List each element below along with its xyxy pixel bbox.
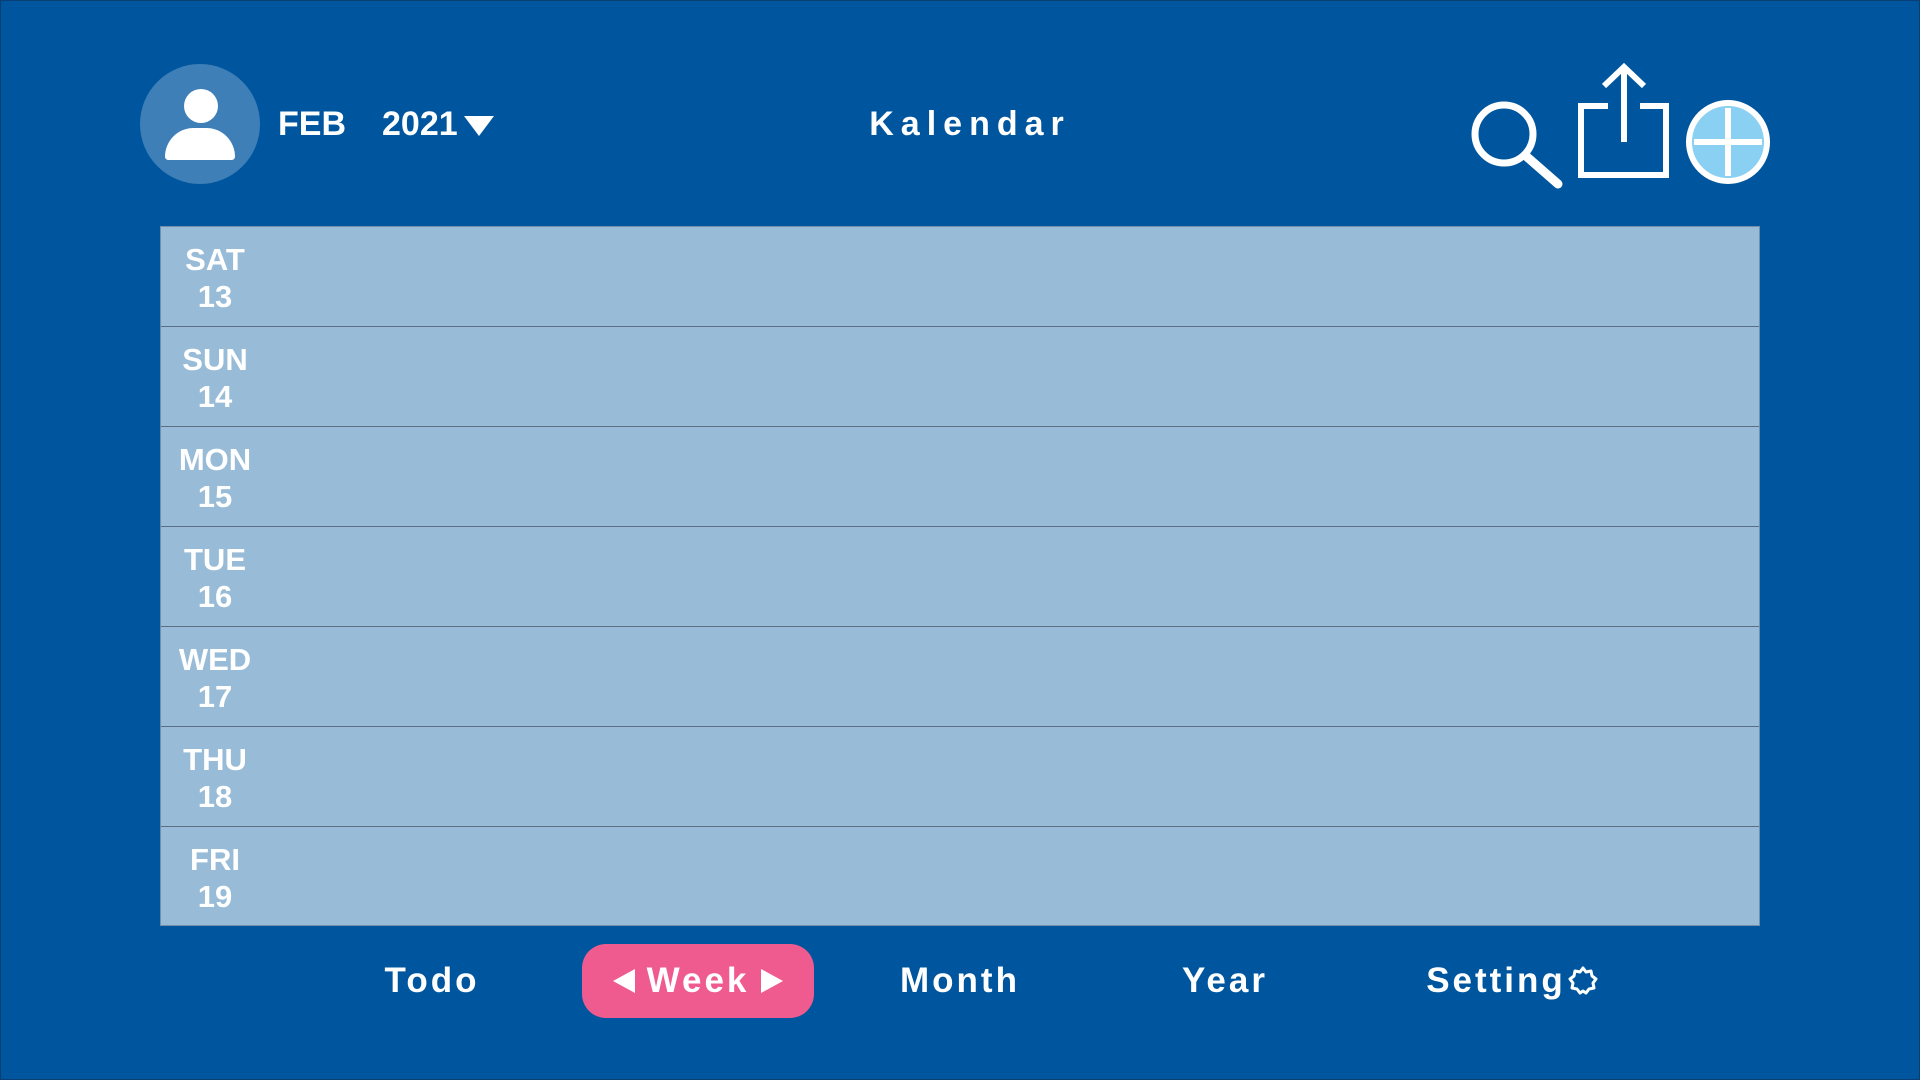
day-row-sun[interactable]: SUN 14 <box>161 327 1759 427</box>
day-date: 18 <box>197 779 233 814</box>
day-header: TUE 16 <box>161 541 269 615</box>
day-row-mon[interactable]: MON 15 <box>161 427 1759 527</box>
gear-icon <box>1568 966 1598 995</box>
day-header: SAT 13 <box>161 241 269 315</box>
day-date: 15 <box>197 479 233 514</box>
day-date: 16 <box>197 579 233 614</box>
day-row-tue[interactable]: TUE 16 <box>161 527 1759 627</box>
day-row-wed[interactable]: WED 17 <box>161 627 1759 727</box>
avatar-head <box>184 89 218 123</box>
day-row-sat[interactable]: SAT 13 <box>161 227 1759 327</box>
day-date: 13 <box>197 279 233 314</box>
tab-week[interactable]: Week <box>582 944 814 1018</box>
current-year: 2021 <box>382 105 458 143</box>
day-header: SUN 14 <box>161 341 269 415</box>
tab-week-label: Week <box>646 961 750 1000</box>
day-date: 14 <box>197 379 233 414</box>
day-name: SAT <box>185 242 245 277</box>
day-name: THU <box>183 742 247 777</box>
week-view: SAT 13 SUN 14 MON 15 TUE 16 WED 17 THU 1… <box>160 226 1760 926</box>
day-row-thu[interactable]: THU 18 <box>161 727 1759 827</box>
day-row-fri[interactable]: FRI 19 <box>161 827 1759 927</box>
search-icon <box>1471 101 1563 189</box>
current-month: FEB <box>278 105 346 143</box>
day-date: 19 <box>197 879 233 914</box>
tab-setting-label: Setting <box>1426 961 1566 1000</box>
day-name: MON <box>178 442 252 477</box>
day-name: SUN <box>182 342 248 377</box>
day-name: FRI <box>190 842 240 877</box>
tab-todo[interactable]: Todo <box>384 961 480 1000</box>
tab-year[interactable]: Year <box>1182 961 1268 1000</box>
day-date: 17 <box>197 679 233 714</box>
tab-setting[interactable]: Setting <box>1412 944 1612 1018</box>
day-name: WED <box>178 642 252 677</box>
arrow-right-icon[interactable] <box>761 969 784 993</box>
avatar-body <box>165 128 235 160</box>
app-title: Kalendar <box>869 105 1071 143</box>
day-name: TUE <box>184 542 246 577</box>
arrow-left-icon[interactable] <box>612 969 635 993</box>
caret-down-icon <box>463 116 494 136</box>
tab-month[interactable]: Month <box>900 961 1020 1000</box>
day-header: WED 17 <box>161 641 269 715</box>
add-event-button[interactable] <box>1684 98 1772 186</box>
share-button[interactable] <box>1578 62 1670 180</box>
day-header: FRI 19 <box>161 841 269 915</box>
add-icon <box>1686 100 1770 184</box>
day-header: THU 18 <box>161 741 269 815</box>
day-header: MON 15 <box>161 441 269 515</box>
year-dropdown[interactable]: 2021 <box>382 104 494 144</box>
share-icon <box>1578 62 1669 178</box>
search-button[interactable] <box>1466 100 1566 190</box>
user-avatar-icon[interactable] <box>140 64 260 184</box>
